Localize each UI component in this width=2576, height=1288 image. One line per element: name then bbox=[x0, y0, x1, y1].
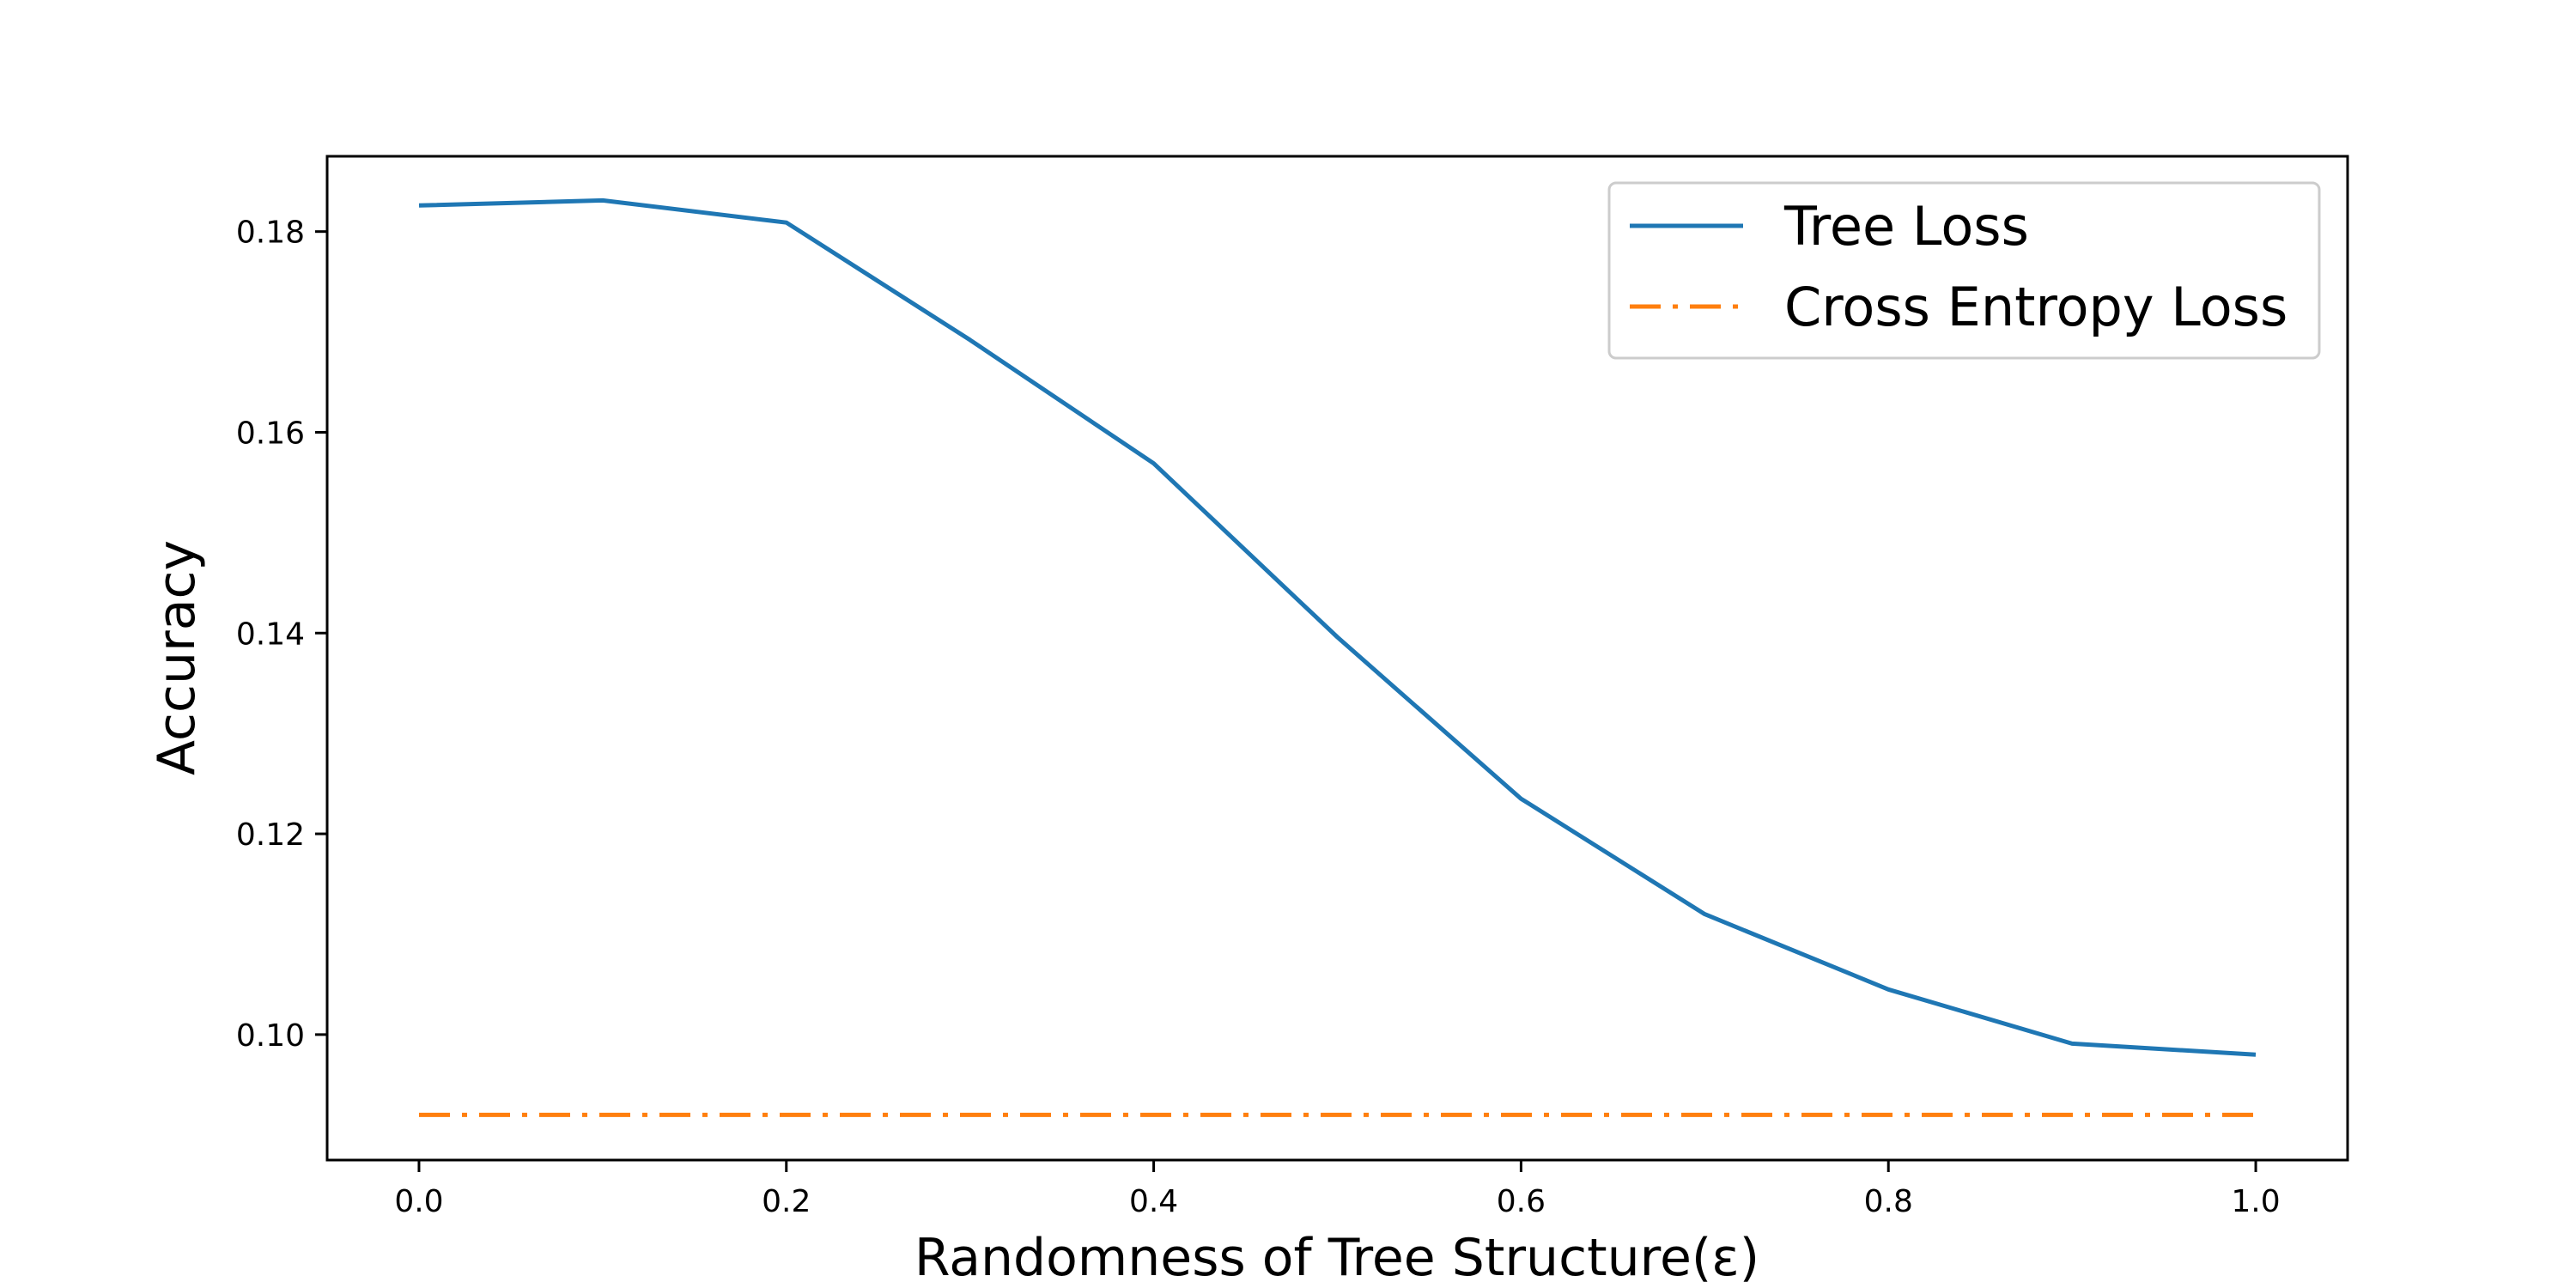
y-tick-label: 0.16 bbox=[236, 416, 305, 451]
x-tick-label: 0.2 bbox=[762, 1184, 811, 1219]
y-tick-label: 0.10 bbox=[236, 1018, 305, 1054]
x-axis-ticks: 0.0 0.2 0.4 0.6 0.8 1.0 bbox=[394, 1160, 2281, 1219]
series-line-0 bbox=[418, 197, 2257, 1057]
legend-frame bbox=[1607, 181, 2321, 360]
y-axis-label: Accuracy bbox=[147, 540, 207, 775]
legend-label-tree-loss: Tree Loss bbox=[1783, 195, 2029, 258]
y-tick-label: 0.12 bbox=[236, 817, 305, 853]
x-axis-label: Randomness of Tree Structure(ε) bbox=[914, 1228, 1759, 1288]
x-tick-label: 1.0 bbox=[2231, 1184, 2280, 1219]
x-tick-label: 0.0 bbox=[394, 1184, 443, 1219]
plot-frame bbox=[325, 155, 2349, 1162]
x-tick-label: 0.8 bbox=[1864, 1184, 1913, 1219]
y-tick-label: 0.14 bbox=[236, 617, 305, 652]
series-layer bbox=[418, 197, 2257, 1117]
legend-label-cross-entropy-loss: Cross Entropy Loss bbox=[1784, 276, 2287, 338]
y-axis-ticks: 0.10 0.12 0.14 0.16 0.18 bbox=[236, 216, 327, 1054]
legend: Tree Loss Cross Entropy Loss bbox=[1607, 181, 2321, 360]
x-tick-label: 0.4 bbox=[1129, 1184, 1178, 1219]
x-tick-label: 0.6 bbox=[1497, 1184, 1546, 1219]
y-tick-label: 0.18 bbox=[236, 216, 305, 251]
